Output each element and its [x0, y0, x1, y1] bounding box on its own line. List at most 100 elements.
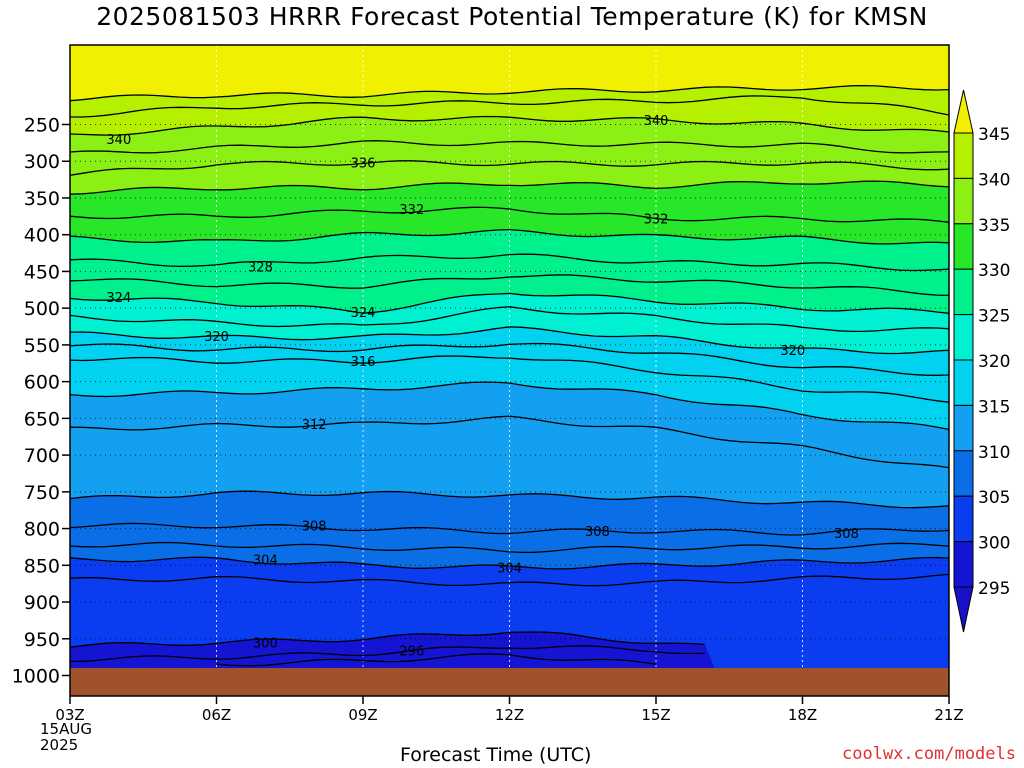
colorbar-segment-0 — [953, 132, 974, 179]
contour-label-6: 324 — [106, 291, 131, 306]
contour-label-14: 308 — [834, 527, 859, 542]
colorbar-label-335: 335 — [978, 216, 1010, 236]
colorbar-segment-6 — [953, 404, 974, 452]
contour-label-10: 316 — [351, 355, 376, 370]
isotherm-320 — [69, 326, 950, 355]
colorbar-label-315: 315 — [978, 397, 1010, 417]
y-tick-label-500: 500 — [24, 298, 60, 320]
colorbar: 345 340 335 330 325 320 315 310 305 300 295 — [953, 89, 1010, 633]
y-tick-label-550: 550 — [24, 335, 60, 357]
isotherm-340 — [69, 115, 950, 136]
contour-label-13: 308 — [585, 525, 610, 540]
ground-surface — [70, 668, 949, 696]
date-year-label: 2025 — [40, 736, 79, 754]
colorbar-segment-2 — [953, 223, 974, 270]
y-tick-label-650: 650 — [24, 408, 60, 430]
date-day-label: 15AUG — [40, 720, 92, 738]
contour-label-5: 328 — [248, 260, 273, 275]
contour-label-2: 336 — [351, 157, 376, 172]
colorbar-segment-3 — [953, 268, 974, 316]
isotherm-312 — [69, 415, 950, 469]
contour-label-4: 332 — [644, 213, 669, 228]
isotherm-296 — [216, 653, 657, 667]
contour-label-8: 320 — [204, 330, 229, 345]
chart-title: 2025081503 HRRR Forecast Potential Tempe… — [96, 2, 928, 31]
contour-label-15: 304 — [253, 553, 278, 568]
colorbar-label-305: 305 — [978, 488, 1010, 508]
colorbar-segment-4 — [953, 314, 974, 361]
isotherm-316 — [69, 355, 950, 403]
contour-label-0: 340 — [106, 133, 131, 148]
y-tick-label-300: 300 — [24, 151, 60, 173]
y-tick-label-1000: 1000 — [12, 666, 60, 688]
y-tick-label-800: 800 — [24, 519, 60, 541]
colorbar-label-345: 345 — [978, 125, 1010, 145]
colorbar-label-330: 330 — [978, 261, 1010, 281]
y-tick-label-600: 600 — [24, 372, 60, 394]
isotherm-300 — [69, 631, 705, 648]
grid-lines — [70, 45, 949, 696]
y-tick-label-450: 450 — [24, 261, 60, 283]
contour-label-1: 340 — [644, 114, 669, 129]
contour-label-18: 296 — [399, 645, 424, 660]
isotherm-326 — [69, 274, 950, 296]
isotherm-contours — [69, 84, 950, 667]
contour-label-12: 308 — [302, 520, 327, 535]
y-tick-label-850: 850 — [24, 555, 60, 577]
colorbar-label-310: 310 — [978, 443, 1010, 463]
colorbar-segment-8 — [953, 495, 974, 543]
colorbar-segment-5 — [953, 359, 974, 406]
contour-label-11: 312 — [302, 418, 327, 433]
y-tick-label-900: 900 — [24, 592, 60, 614]
x-tick-label-1: 06Z — [202, 706, 231, 724]
isotherm-310 — [69, 490, 950, 509]
colorbar-top-arrow — [953, 89, 974, 134]
y-tick-label-950: 950 — [24, 629, 60, 651]
isotherm-330 — [69, 228, 950, 245]
time-axis: 03Z 06Z 09Z 12Z 15Z 18Z 21Z — [55, 696, 964, 724]
isotherm-308 — [69, 522, 950, 536]
isotherm-302 — [69, 573, 950, 587]
contour-label-7: 324 — [351, 306, 376, 321]
x-tick-label-2: 09Z — [348, 706, 377, 724]
contour-label-16: 304 — [497, 562, 522, 577]
pressure-axis: 250 300 350 400 450 500 550 600 650 700 750 800 850 9… — [12, 115, 70, 688]
isotherm-298 — [69, 645, 705, 663]
x-tick-label-0: 03Z — [55, 706, 84, 724]
colorbar-bottom-arrow — [953, 586, 974, 633]
isotherm-342 — [70, 95, 950, 118]
colorbar-label-320: 320 — [978, 352, 1010, 372]
contour-label-9: 320 — [780, 344, 805, 359]
isotherm-322 — [69, 306, 950, 333]
x-tick-label-5: 18Z — [788, 706, 817, 724]
site-credit: coolwx.com/models — [842, 744, 1016, 764]
isotherm-306 — [69, 541, 950, 554]
colorbar-label-295: 295 — [978, 579, 1010, 599]
isotherm-344 — [69, 84, 950, 102]
x-axis-label: Forecast Time (UTC) — [400, 744, 592, 766]
x-tick-label-4: 15Z — [641, 706, 670, 724]
contour-labels: 340 340 336 332 332 328 324 324 320 320 316 312 308 3… — [106, 114, 858, 659]
isotherm-314 — [69, 381, 950, 431]
y-tick-label-700: 700 — [24, 445, 60, 467]
y-tick-label-250: 250 — [24, 115, 60, 137]
colorbar-label-325: 325 — [978, 307, 1010, 327]
isotherm-334 — [69, 180, 950, 195]
colorbar-segment-7 — [953, 450, 974, 497]
isotherm-328 — [69, 253, 950, 272]
y-tick-label-750: 750 — [24, 482, 60, 504]
isotherm-324 — [69, 292, 950, 314]
contour-label-3: 332 — [399, 203, 424, 218]
contour-label-17: 300 — [253, 636, 278, 651]
isotherm-332 — [69, 206, 950, 223]
x-tick-label-6: 21Z — [934, 706, 963, 724]
y-tick-label-350: 350 — [24, 188, 60, 210]
isotherm-338 — [69, 140, 950, 154]
isotherm-318 — [69, 342, 950, 376]
x-tick-label-3: 12Z — [495, 706, 524, 724]
isotherm-304 — [69, 556, 950, 570]
y-tick-label-400: 400 — [24, 225, 60, 247]
colorbar-label-340: 340 — [978, 170, 1010, 190]
isotherm-336 — [69, 160, 950, 176]
